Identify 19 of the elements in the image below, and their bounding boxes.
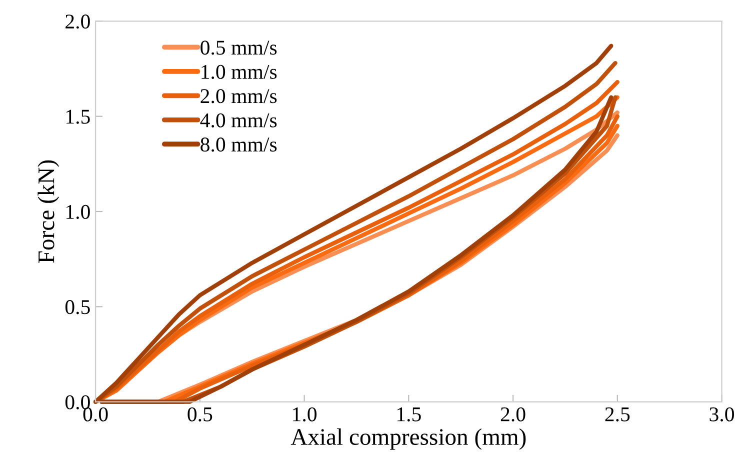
x-tick-label: 3.0 <box>710 407 734 422</box>
legend-label: 4.0 mm/s <box>200 113 277 128</box>
x-tick-label: 1.5 <box>397 407 421 422</box>
legend-label: 8.0 mm/s <box>200 138 277 152</box>
x-tick-label: 0.5 <box>188 407 212 422</box>
x-tick-label: 1.0 <box>293 407 317 422</box>
y-axis-title: Force (kN) <box>38 160 60 263</box>
y-tick-label: 1.5 <box>66 110 90 124</box>
legend-label: 0.5 mm/s <box>200 40 277 55</box>
y-tick-label: 1.0 <box>66 204 90 220</box>
y-tick-label: 0.5 <box>65 300 90 314</box>
legend-label: 1.0 mm/s <box>202 64 277 80</box>
y-tick-label: 0.0 <box>65 395 90 410</box>
x-axis-title: Axial compression (mm) <box>290 428 526 450</box>
x-tick-label: 0.0 <box>83 407 108 422</box>
legend-label: 2.0 mm/s <box>200 89 277 104</box>
x-tick-label: 2.0 <box>500 407 526 422</box>
x-tick-label: 2.5 <box>605 407 630 422</box>
y-tick-label: 2.0 <box>66 14 90 29</box>
